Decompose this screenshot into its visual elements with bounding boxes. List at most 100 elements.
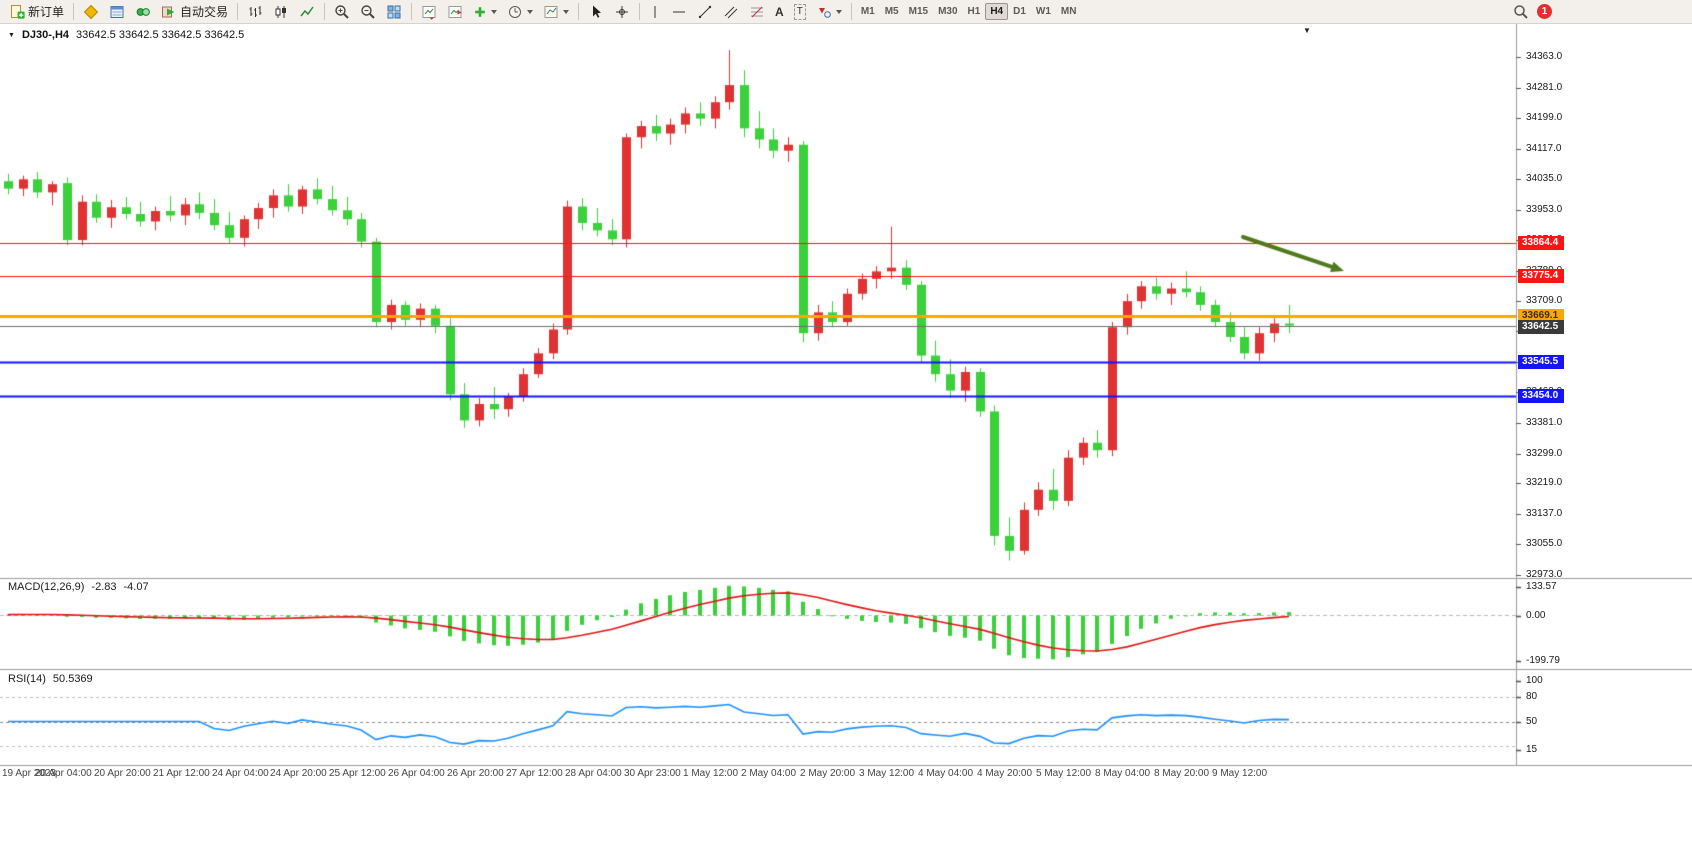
tile-windows-icon xyxy=(387,5,401,18)
rsi-value: 50.5369 xyxy=(52,673,93,685)
zoom-out-icon xyxy=(361,4,375,19)
price-axis-label: 33137.0 xyxy=(1526,508,1563,519)
rsi-scale-label: 100 xyxy=(1526,675,1543,686)
price-axis-label: 33219.0 xyxy=(1526,477,1563,488)
timeframe-h1-button[interactable]: H1 xyxy=(963,3,986,20)
candlestick-chart-button[interactable] xyxy=(269,2,293,22)
price-axis-label: 33709.0 xyxy=(1526,295,1563,306)
label-tool-button[interactable]: T xyxy=(790,2,810,22)
fibonacci-icon xyxy=(751,6,764,17)
timeframe-m1-button[interactable]: M1 xyxy=(856,3,880,20)
price-axis-label: 34199.0 xyxy=(1526,112,1563,123)
macd-scale-label: -199.79 xyxy=(1526,655,1560,666)
cursor-button[interactable] xyxy=(584,2,608,22)
main-toolbar: 新订单 自动交易 xyxy=(0,0,1692,24)
macd-pane-resize-handle[interactable] xyxy=(0,576,1692,580)
price-axis-label: 32973.0 xyxy=(1526,569,1563,580)
timeframe-m5-button[interactable]: M5 xyxy=(880,3,904,20)
price-line-badge: 33669.1 xyxy=(1518,309,1564,323)
zoom-in-button[interactable] xyxy=(330,2,354,22)
chart-shift-button[interactable] xyxy=(417,2,441,22)
new-order-label: 新订单 xyxy=(28,5,65,19)
clock-icon xyxy=(509,5,522,18)
text-tool-button[interactable]: A xyxy=(771,2,788,22)
date-axis-label: 8 May 04:00 xyxy=(1095,768,1151,779)
date-axis-label: 4 May 04:00 xyxy=(918,768,974,779)
rsi-scale-label: 80 xyxy=(1526,691,1538,702)
macd-scale-label: 0.00 xyxy=(1526,609,1546,621)
market-watch-button[interactable] xyxy=(79,2,103,22)
date-axis-label: 20 Apr 20:00 xyxy=(94,768,151,779)
fibonacci-tool-button[interactable] xyxy=(745,2,769,22)
rsi-scale-label: 50 xyxy=(1526,716,1538,727)
notification-badge[interactable]: 1 xyxy=(1537,4,1552,19)
price-line-badge: 33864.4 xyxy=(1518,236,1564,250)
date-axis-label: 4 May 20:00 xyxy=(977,768,1033,779)
timeframe-m30-button[interactable]: M30 xyxy=(933,3,962,20)
search-icon xyxy=(1514,4,1528,19)
crosshair-button[interactable] xyxy=(610,2,634,22)
toolbar-separator xyxy=(411,3,413,20)
chart-canvas[interactable] xyxy=(0,24,1692,854)
candlestick-chart-icon xyxy=(275,5,287,18)
tile-windows-button[interactable] xyxy=(382,2,406,22)
date-axis-label: 26 Apr 20:00 xyxy=(447,768,504,779)
macd-pane-header: MACD(12,26,9) -2.83 -4.07 xyxy=(8,581,149,593)
templates-button[interactable] xyxy=(539,2,573,22)
chart-area[interactable]: ▼ DJ30-,H4 33642.5 33642.5 33642.5 33642… xyxy=(0,24,1692,854)
toolbar-separator xyxy=(850,3,852,20)
bar-chart-icon xyxy=(249,5,262,17)
timeframe-m15-button[interactable]: M15 xyxy=(904,3,933,20)
shapes-tool-button[interactable] xyxy=(812,2,846,22)
navigator-icon xyxy=(136,7,150,16)
date-axis-separator-handle[interactable] xyxy=(0,763,1692,767)
vertical-line-tool-button[interactable] xyxy=(645,2,665,22)
new-order-button[interactable]: 新订单 xyxy=(5,2,68,22)
price-axis-label: 34281.0 xyxy=(1526,82,1563,93)
date-axis-label: 2 May 20:00 xyxy=(800,768,856,779)
periods-button[interactable] xyxy=(503,2,537,22)
one-click-trading-arrow-icon[interactable]: ▼ xyxy=(8,31,15,39)
toolbar-separator xyxy=(73,3,75,20)
symbol-timeframe-label: DJ30-,H4 xyxy=(21,29,70,41)
indicators-button[interactable] xyxy=(469,2,501,22)
date-axis-label: 24 Apr 20:00 xyxy=(270,768,327,779)
chevron-down-icon xyxy=(563,9,570,14)
date-axis-label: 20 Apr 04:00 xyxy=(35,768,92,779)
vertical-line-icon xyxy=(654,5,656,18)
date-axis-label: 28 Apr 04:00 xyxy=(565,768,622,779)
date-axis-label: 19 Apr 2023 xyxy=(2,768,56,779)
autotrading-button[interactable]: 自动交易 xyxy=(157,2,232,22)
price-line-badge: 33454.0 xyxy=(1518,389,1564,403)
channel-tool-button[interactable] xyxy=(719,2,743,22)
chevron-down-icon xyxy=(835,9,842,14)
chart-shift-icon xyxy=(422,5,436,20)
line-chart-icon xyxy=(300,6,314,16)
timeframe-mn-button[interactable]: MN xyxy=(1056,3,1082,20)
timeframe-d1-button[interactable]: D1 xyxy=(1008,3,1031,20)
date-axis-label: 27 Apr 12:00 xyxy=(506,768,563,779)
toolbar-separator xyxy=(237,3,239,20)
zoom-out-button[interactable] xyxy=(356,2,380,22)
bar-chart-button[interactable] xyxy=(243,2,267,22)
timeframe-h4-button[interactable]: H4 xyxy=(985,3,1009,20)
horizontal-line-icon xyxy=(673,11,686,12)
price-axis-label: 33299.0 xyxy=(1526,448,1563,459)
add-indicator-icon xyxy=(475,6,485,17)
rsi-pane-resize-handle[interactable] xyxy=(0,667,1692,671)
line-chart-button[interactable] xyxy=(295,2,319,22)
trendline-tool-button[interactable] xyxy=(693,2,717,22)
date-axis-label: 5 May 12:00 xyxy=(1036,768,1092,779)
trendline-icon xyxy=(698,5,712,18)
data-window-button[interactable] xyxy=(105,2,129,22)
price-line-badge: 33545.5 xyxy=(1518,355,1564,369)
chart-shift-marker-icon[interactable]: ▼ xyxy=(1303,26,1311,35)
horizontal-line-tool-button[interactable] xyxy=(667,2,691,22)
search-button[interactable] xyxy=(1509,2,1533,22)
auto-scroll-button[interactable] xyxy=(443,2,467,22)
label-tool-icon: T xyxy=(793,3,806,20)
navigator-button[interactable] xyxy=(131,2,155,22)
timeframe-w1-button[interactable]: W1 xyxy=(1031,3,1056,20)
rsi-pane-header: RSI(14) 50.5369 xyxy=(8,673,93,685)
toolbar-separator xyxy=(324,3,326,20)
